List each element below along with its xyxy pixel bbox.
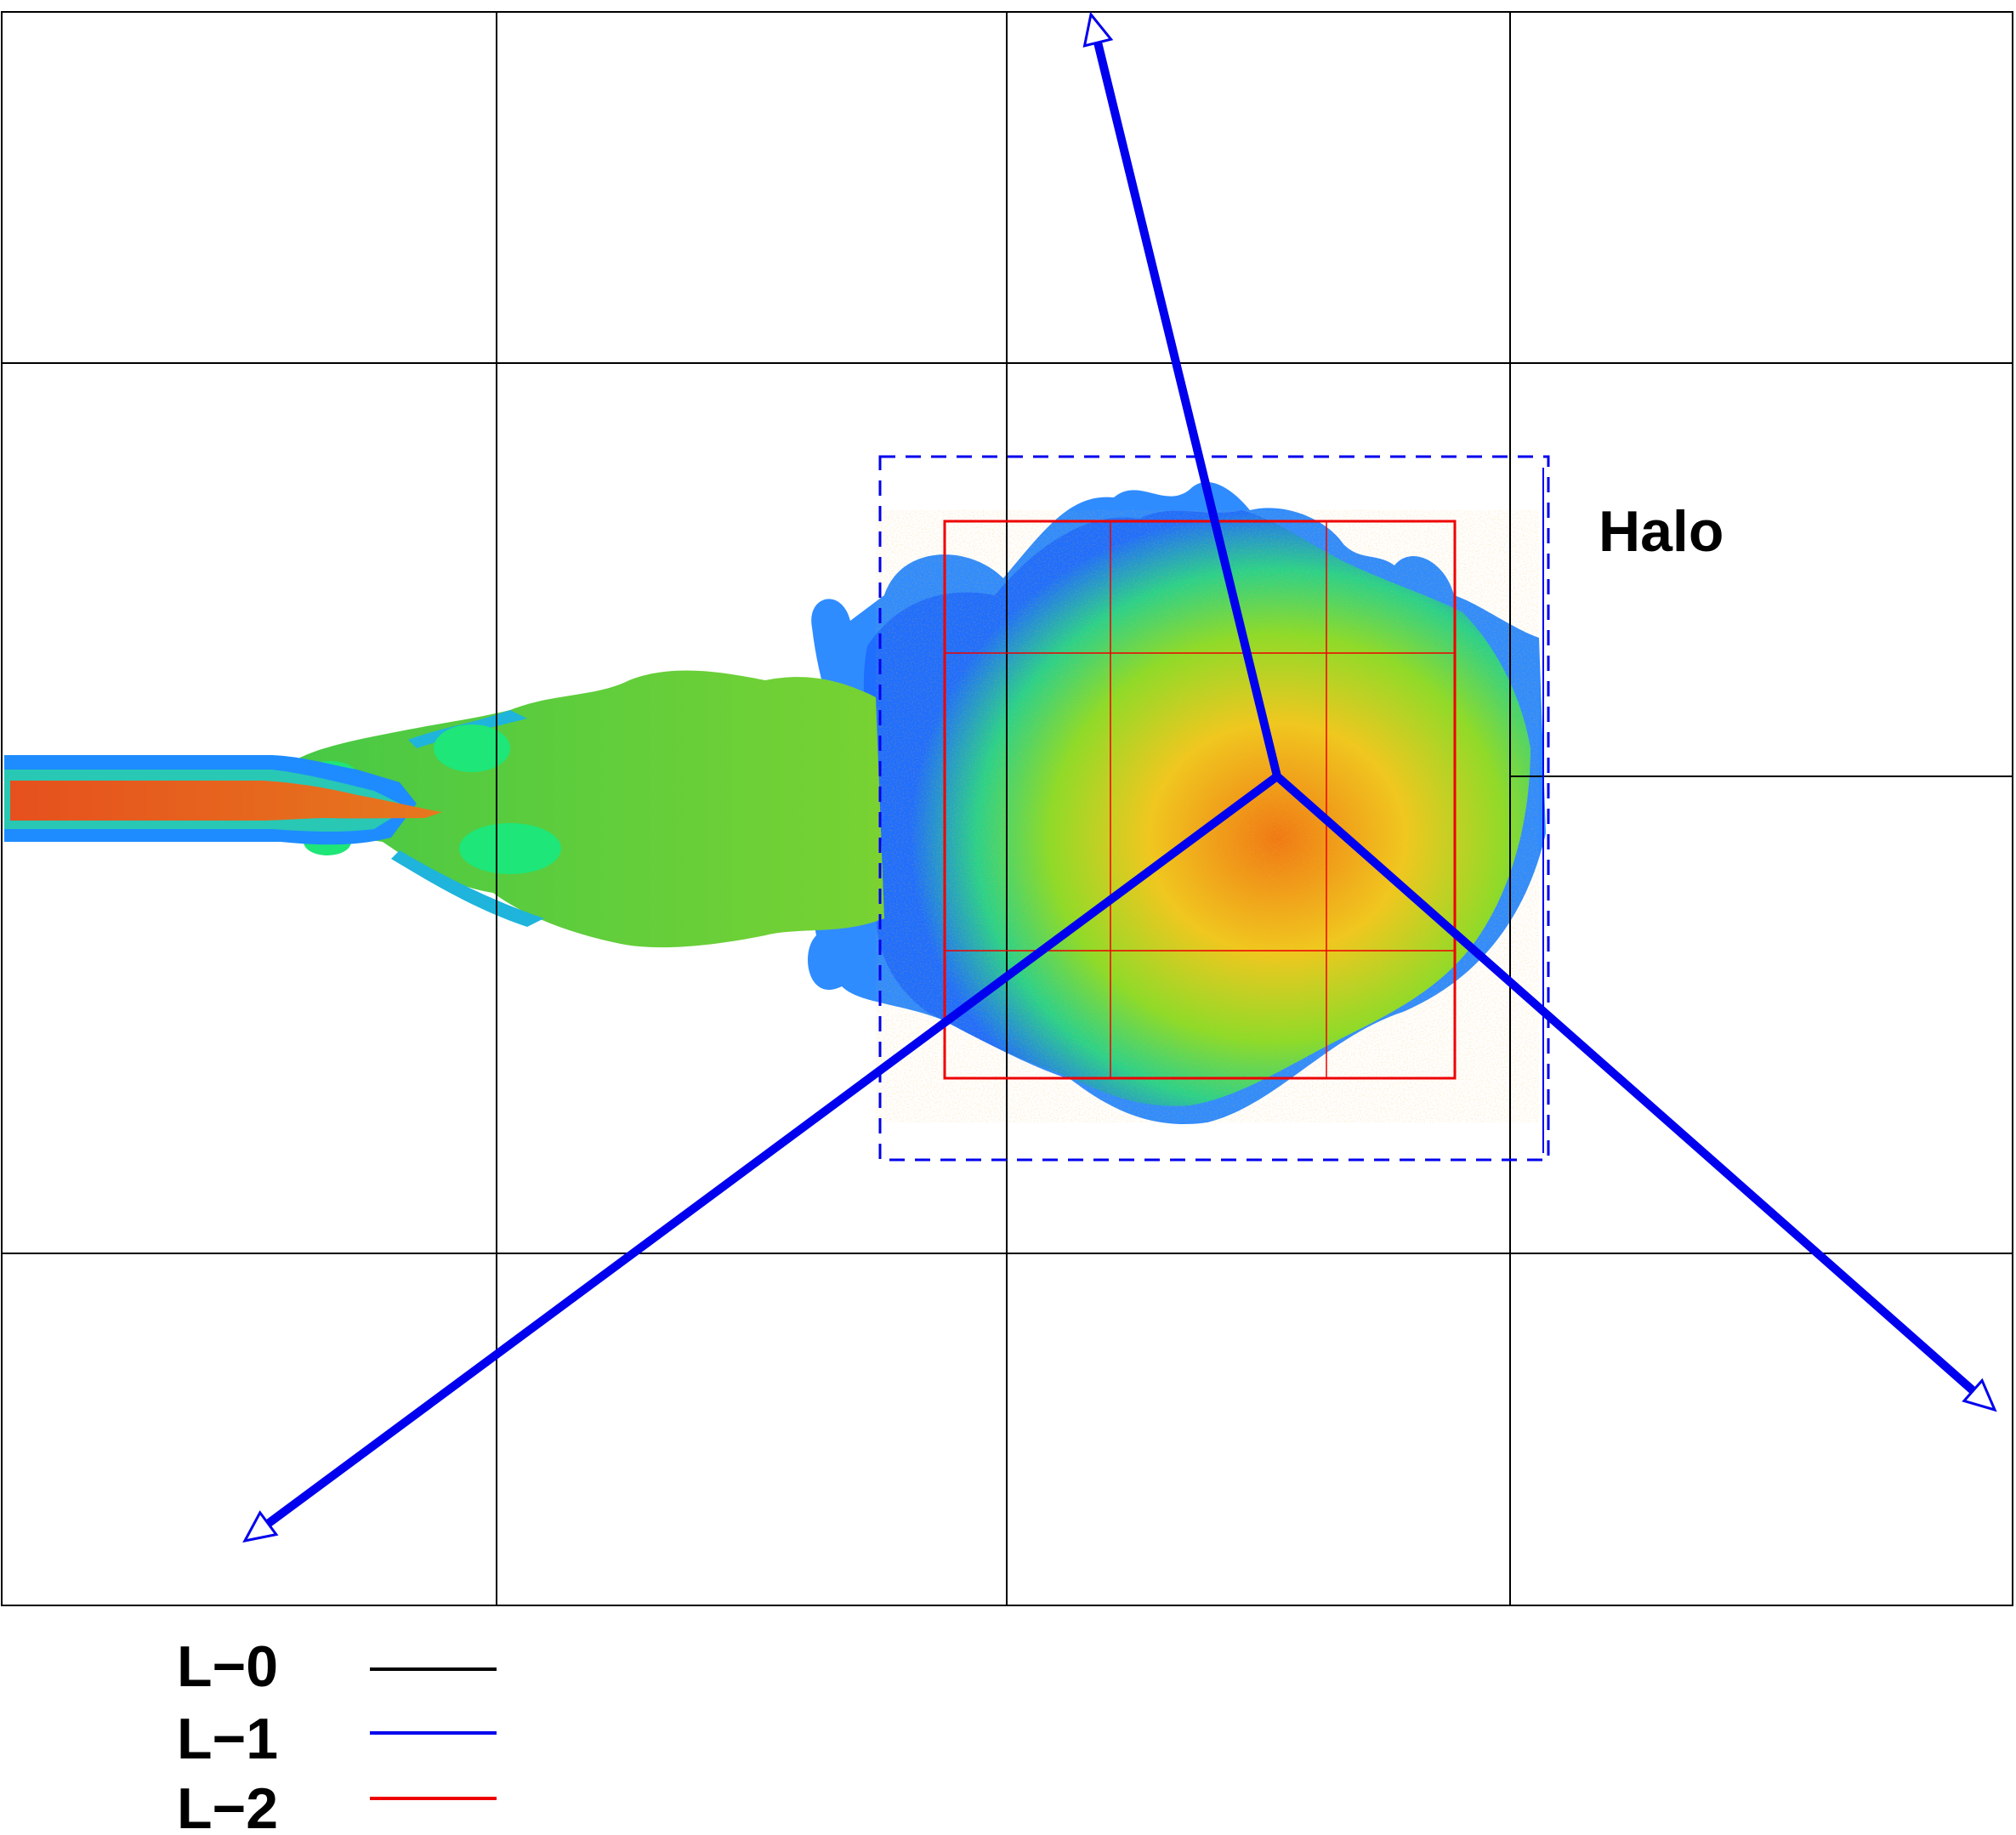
legend-entry-l0: L−0 [177, 1634, 497, 1699]
halo-box [878, 455, 1550, 1162]
legend-label-l0: L−0 [177, 1634, 278, 1699]
partition-arrow-up-head [1082, 11, 1114, 48]
level2-box [943, 520, 1457, 1080]
partition-arrow-lower-right-head [1962, 1378, 1997, 1412]
wake-fringe [391, 710, 544, 927]
legend-entry-l2: L−2 [177, 1776, 497, 1835]
jet-core [10, 781, 442, 821]
legend: L−0 L−1 L−2 [177, 1634, 497, 1835]
legend-label-l1: L−1 [177, 1707, 278, 1771]
level1-mesh [242, 11, 1997, 1543]
field-speckle [876, 510, 1539, 1122]
halo-label: Halo [1599, 499, 1724, 564]
partition-arrow-lower-left-head [242, 1510, 279, 1543]
flow-field [4, 481, 1546, 1124]
partition-arrow-up-shaft [1093, 38, 1281, 781]
vortex-bubble-2 [459, 823, 561, 874]
vortex-bubble-1 [434, 724, 510, 772]
legend-label-l2: L−2 [177, 1776, 278, 1835]
level0-grid [1, 11, 2013, 1606]
level2-mesh [943, 520, 1457, 1080]
legend-entry-l1: L−1 [177, 1707, 497, 1771]
partition-arrow-lower-right-shaft [1273, 772, 1978, 1395]
partition-arrow-lower-left-shaft [264, 772, 1281, 1528]
